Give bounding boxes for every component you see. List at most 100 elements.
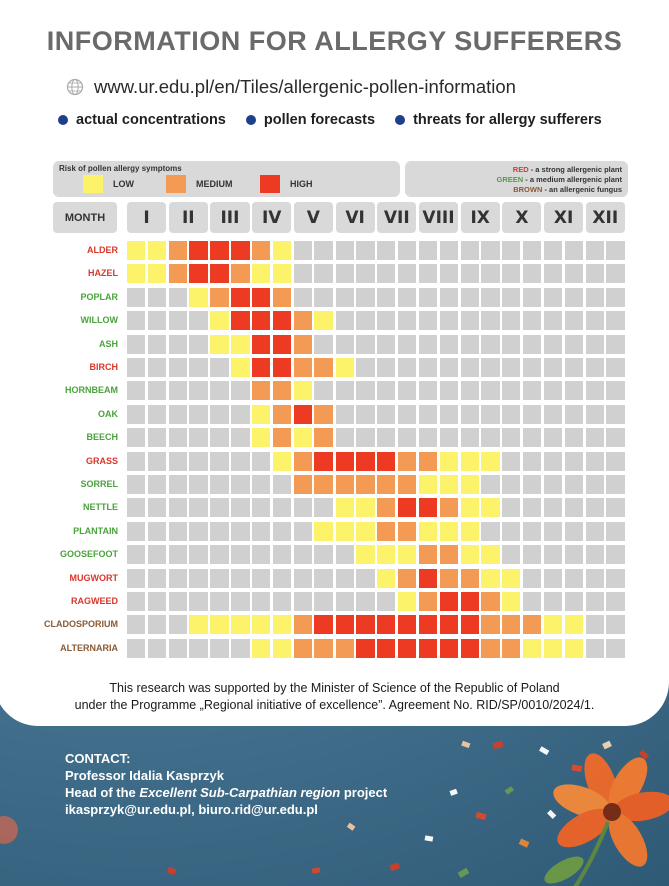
plant-label: WILLOW: [80, 315, 119, 326]
calendar-cell: [231, 241, 250, 260]
calendar-cell: [356, 615, 375, 635]
calendar-cell: [418, 521, 438, 541]
plant-label: SORREL: [80, 479, 118, 489]
calendar-cell: [585, 404, 604, 424]
calendar-cell: [168, 545, 187, 565]
calendar-cell: [231, 381, 250, 401]
calendar-cell: [460, 404, 479, 424]
calendar-cell: [189, 568, 208, 588]
calendar-cell: [293, 521, 312, 541]
calendar-cell: [293, 404, 312, 424]
legend-medium: MEDIUM: [166, 175, 233, 193]
plant-label: ASH: [98, 338, 118, 349]
calendar-cell: [272, 545, 292, 565]
calendar-cell: [168, 615, 187, 635]
calendar-cell: [189, 241, 208, 260]
calendar-cell: [481, 381, 500, 401]
calendar-cell: [564, 428, 584, 448]
calendar-cell: [397, 428, 417, 448]
calendar-cell: [377, 287, 396, 307]
plant-label: NETTLE: [83, 502, 118, 513]
plant-label: ALDER: [87, 245, 118, 255]
calendar-cell: [397, 568, 417, 588]
calendar-cell: [231, 334, 250, 354]
calendar-cell: [168, 287, 187, 307]
calendar-cell: [252, 311, 271, 331]
calendar-cell: [168, 311, 187, 331]
calendar-cell: [585, 264, 604, 284]
calendar-cell: [522, 334, 542, 354]
calendar-cell: [522, 615, 542, 635]
calendar-cell: [439, 428, 459, 448]
calendar-cell: [147, 568, 167, 588]
calendar-cell: [522, 638, 542, 658]
calendar-cell: [335, 475, 354, 494]
calendar-cell: [585, 521, 604, 541]
calendar-cell: [606, 451, 625, 471]
legend-title: Risk of pollen allergy symptoms: [59, 164, 182, 173]
calendar-cell: [210, 568, 229, 588]
calendar-cell: [147, 428, 167, 448]
calendar-cell: [544, 287, 563, 307]
calendar-cell: [252, 264, 271, 284]
calendar-cell: [168, 475, 187, 494]
calendar-cell: [544, 615, 563, 635]
calendar-cell: [314, 638, 333, 658]
calendar-cell: [585, 358, 604, 377]
contact-emails[interactable]: ikasprzyk@ur.edu.pl, biuro.rid@ur.edu.pl: [65, 802, 318, 817]
calendar-cell: [272, 638, 292, 658]
calendar-cell: [397, 498, 417, 518]
calendar-cell: [585, 451, 604, 471]
calendar-cell: [272, 404, 292, 424]
calendar-cell: [564, 451, 584, 471]
calendar-cell: [231, 404, 250, 424]
calendar-cell: [335, 568, 354, 588]
calendar-cell: [377, 381, 396, 401]
calendar-cell: [252, 475, 271, 494]
calendar-cell: [502, 287, 521, 307]
calendar-cell: [252, 404, 271, 424]
calendar-cell: [502, 475, 521, 494]
calendar-cell: [335, 358, 354, 377]
calendar-cell: [377, 475, 396, 494]
calendar-cell: [168, 592, 187, 611]
calendar-cell: [127, 451, 146, 471]
calendar-cell: [335, 592, 354, 611]
calendar-cell: [293, 545, 312, 565]
calendar-cell: [147, 521, 167, 541]
calendar-cell: [231, 287, 250, 307]
calendar-cell: [147, 358, 167, 377]
calendar-cell: [252, 521, 271, 541]
calendar-cell: [522, 475, 542, 494]
calendar-cell: [460, 568, 479, 588]
contact-block: CONTACT: Professor Idalia Kasprzyk Head …: [65, 750, 387, 818]
calendar-cell: [606, 615, 625, 635]
plant-label: GRASS: [85, 455, 118, 466]
plant-label: RAGWEED: [71, 596, 118, 606]
calendar-cell: [314, 381, 333, 401]
calendar-cell: [544, 381, 563, 401]
calendar-cell: [460, 287, 479, 307]
funding-line-2: under the Programme „Regional initiative…: [74, 698, 595, 712]
calendar-cell: [168, 264, 187, 284]
calendar-cell: [585, 311, 604, 331]
calendar-cell: [293, 498, 312, 518]
calendar-cell: [210, 334, 229, 354]
calendar-cell: [314, 404, 333, 424]
calendar-cell: [481, 264, 500, 284]
contact-role: Head of the Excellent Sub-Carpathian reg…: [65, 784, 387, 801]
calendar-cell: [147, 334, 167, 354]
calendar-cell: [397, 475, 417, 494]
calendar-cell: [147, 545, 167, 565]
calendar-cell: [544, 498, 563, 518]
website-link[interactable]: www.ur.edu.pl/en/Tiles/allergenic-pollen…: [94, 76, 516, 97]
calendar-cell: [502, 311, 521, 331]
legend-green-word: GREEN: [496, 175, 524, 184]
calendar-cell: [356, 334, 375, 354]
plant-label: ALTERNARIA: [60, 642, 118, 653]
bullet-dot-icon: [395, 115, 406, 125]
calendar-cell: [544, 592, 563, 611]
calendar-cell: [397, 358, 417, 377]
calendar-cell: [544, 638, 563, 658]
legend-green-line: GREEN - a medium allergenic plant: [497, 175, 622, 184]
